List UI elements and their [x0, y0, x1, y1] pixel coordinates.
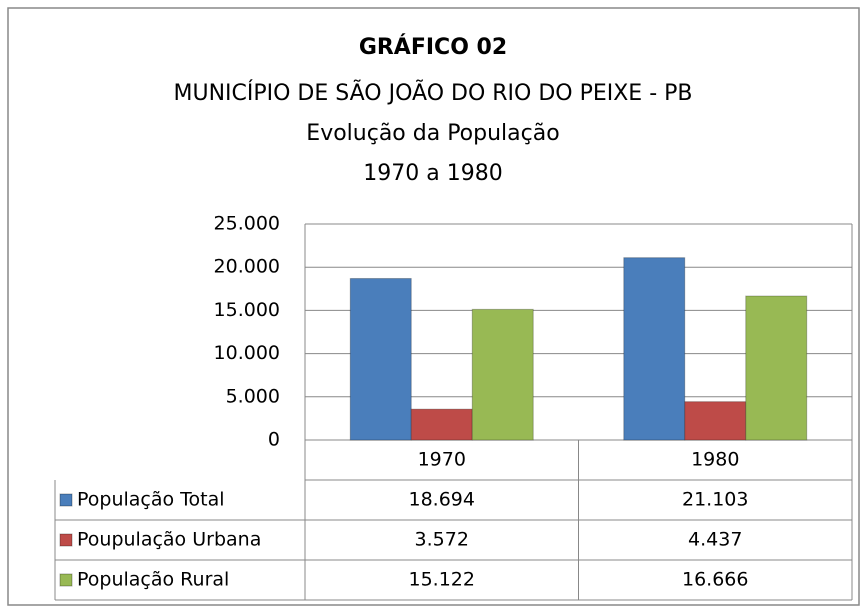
- table-value: 4.437: [688, 529, 742, 551]
- y-tick-label: 15.000: [214, 299, 280, 321]
- y-tick-label: 10.000: [214, 342, 280, 364]
- chart-title: GRÁFICO 02: [359, 34, 507, 60]
- chart-subtitle: MUNICÍPIO DE SÃO JOÃO DO RIO DO PEIXE - …: [173, 79, 692, 106]
- table-value: 3.572: [415, 529, 469, 551]
- bar: [410, 408, 473, 441]
- chart-subtitle: Evolução da População: [306, 121, 559, 146]
- bar: [349, 277, 412, 441]
- table-value: 18.694: [409, 489, 475, 511]
- legend-swatch: [59, 493, 73, 507]
- table-value: 21.103: [682, 489, 748, 511]
- bar: [623, 257, 686, 441]
- legend-label: População Rural: [77, 569, 229, 591]
- y-tick-label: 25.000: [214, 213, 280, 235]
- table-value: 15.122: [409, 569, 475, 591]
- bar: [684, 401, 747, 441]
- y-tick-label: 0: [268, 429, 280, 451]
- bar: [745, 295, 808, 441]
- x-tick-label: 1980: [691, 449, 739, 471]
- legend-label: Poupulação Urbana: [77, 529, 261, 551]
- y-tick-label: 5.000: [226, 385, 280, 407]
- legend-label: População Total: [77, 489, 225, 511]
- chart-subtitle: 1970 a 1980: [363, 161, 502, 186]
- table-value: 16.666: [682, 569, 748, 591]
- chart-border: [7, 7, 860, 606]
- x-tick-label: 1970: [418, 449, 466, 471]
- y-tick-label: 20.000: [214, 256, 280, 278]
- legend-swatch: [59, 573, 73, 587]
- legend-swatch: [59, 533, 73, 547]
- bar: [471, 308, 534, 441]
